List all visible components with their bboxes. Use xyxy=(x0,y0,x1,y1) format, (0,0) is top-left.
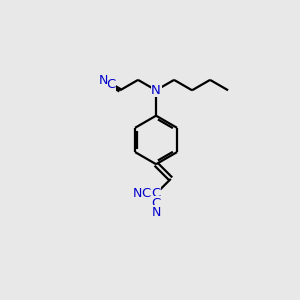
Text: C: C xyxy=(141,187,150,200)
Text: N: N xyxy=(132,187,142,200)
Text: C: C xyxy=(152,196,161,210)
Text: C: C xyxy=(106,78,115,92)
Text: N: N xyxy=(151,84,161,97)
Text: N: N xyxy=(152,206,161,219)
Text: C: C xyxy=(152,187,161,200)
Text: N: N xyxy=(98,74,108,87)
